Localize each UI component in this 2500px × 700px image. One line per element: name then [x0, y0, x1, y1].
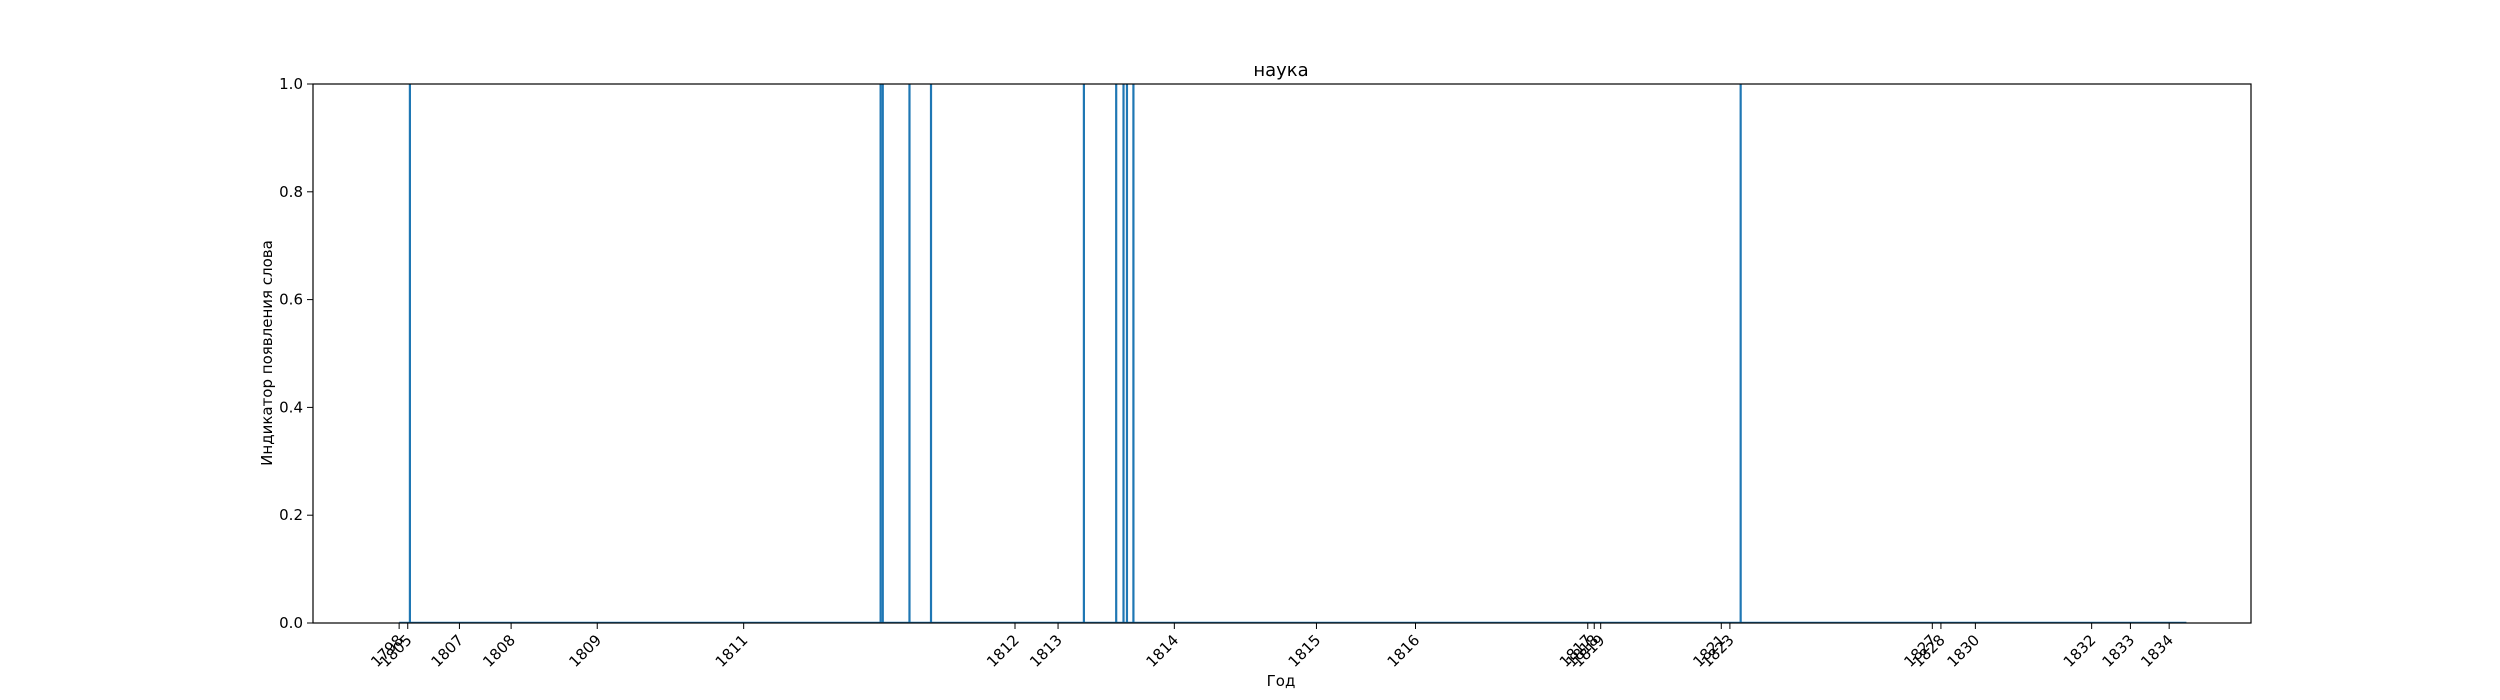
x-tick-label: 1807 [428, 631, 468, 671]
y-tick-label: 0.6 [279, 291, 303, 309]
x-tick-label: 1813 [1026, 631, 1066, 671]
x-tick-label: 1816 [1384, 631, 1424, 671]
y-axis-label: Индикатор появления слова [258, 240, 276, 466]
y-tick-label: 0.8 [279, 183, 303, 201]
plot-area [399, 84, 2187, 624]
x-tick-label: 1809 [565, 631, 605, 671]
x-tick-label: 1834 [2137, 631, 2177, 671]
x-tick-label: 1808 [479, 631, 519, 671]
x-tick-label: 1828 [1909, 631, 1949, 671]
y-tick-label: 0.4 [279, 398, 303, 416]
chart-title: наука [1253, 60, 1308, 81]
x-axis-label: Год [1267, 672, 1296, 690]
y-tick-label: 0.0 [279, 614, 303, 632]
y-axis: 0.0 0.2 0.4 0.6 0.8 1.0 [279, 75, 313, 632]
y-tick-label: 1.0 [279, 75, 303, 93]
x-tick-label: 1812 [983, 631, 1023, 671]
x-tick-label: 1832 [2060, 631, 2100, 671]
x-tick-label: 1811 [712, 631, 752, 671]
x-tick-label: 1815 [1285, 631, 1325, 671]
x-tick-label: 1833 [2099, 631, 2139, 671]
plot-frame [312, 83, 2252, 624]
x-tick-label: 1819 [1569, 631, 1609, 671]
x-tick-label: 1830 [1943, 631, 1983, 671]
x-tick-label: 1814 [1142, 631, 1182, 671]
x-tick-label: 1823 [1698, 631, 1738, 671]
y-tick-label: 0.2 [279, 506, 303, 524]
x-tick-label: 1805 [376, 631, 416, 671]
